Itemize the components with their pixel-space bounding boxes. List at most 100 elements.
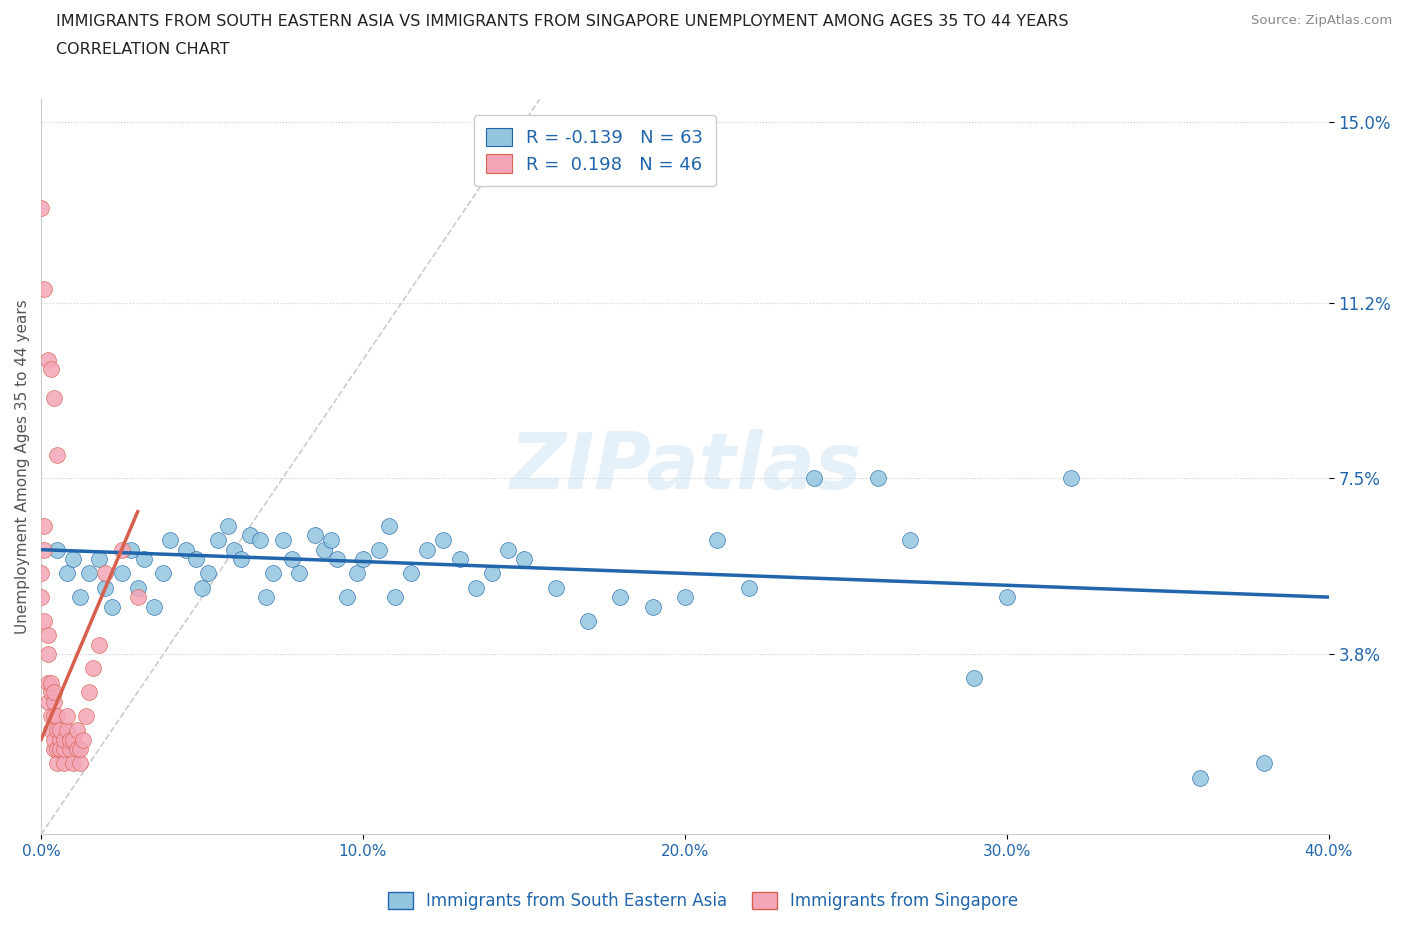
Point	[706, 533, 728, 548]
Point	[866, 471, 889, 485]
Point	[336, 590, 359, 604]
Point	[56, 723, 79, 737]
Point	[352, 551, 374, 566]
Point	[384, 590, 406, 604]
Point	[52, 756, 75, 771]
Point	[30, 201, 52, 216]
Point	[82, 661, 104, 676]
Point	[673, 590, 696, 604]
Point	[39, 709, 62, 724]
Point	[609, 590, 631, 604]
Point	[803, 471, 825, 485]
Point	[94, 566, 117, 581]
Point	[62, 732, 84, 747]
Point	[513, 551, 536, 566]
Point	[898, 533, 921, 548]
Point	[69, 756, 91, 771]
Point	[49, 741, 72, 756]
Point	[224, 542, 246, 557]
Point	[254, 590, 277, 604]
Point	[101, 599, 124, 614]
Point	[207, 533, 229, 548]
Text: Source: ZipAtlas.com: Source: ZipAtlas.com	[1251, 14, 1392, 27]
Point	[416, 542, 439, 557]
Point	[399, 566, 422, 581]
Point	[62, 551, 84, 566]
Point	[1253, 756, 1275, 771]
Point	[34, 519, 56, 534]
Point	[42, 684, 65, 699]
Point	[229, 551, 252, 566]
Point	[39, 362, 62, 377]
Point	[65, 723, 87, 737]
Point	[42, 391, 65, 405]
Point	[69, 590, 91, 604]
Point	[142, 599, 165, 614]
Point	[326, 551, 349, 566]
Text: IMMIGRANTS FROM SOUTH EASTERN ASIA VS IMMIGRANTS FROM SINGAPORE UNEMPLOYMENT AMO: IMMIGRANTS FROM SOUTH EASTERN ASIA VS IM…	[56, 14, 1069, 29]
Point	[87, 637, 110, 652]
Point	[87, 551, 110, 566]
Y-axis label: Unemployment Among Ages 35 to 44 years: Unemployment Among Ages 35 to 44 years	[15, 299, 30, 634]
Point	[46, 542, 69, 557]
Point	[72, 732, 94, 747]
Point	[191, 580, 214, 595]
Point	[52, 732, 75, 747]
Point	[42, 709, 65, 724]
Point	[127, 590, 149, 604]
Point	[37, 628, 59, 643]
Point	[46, 447, 69, 462]
Point	[197, 566, 219, 581]
Legend: Immigrants from South Eastern Asia, Immigrants from Singapore: Immigrants from South Eastern Asia, Immi…	[381, 885, 1025, 917]
Point	[110, 542, 132, 557]
Point	[368, 542, 391, 557]
Point	[132, 551, 155, 566]
Point	[464, 580, 486, 595]
Point	[963, 671, 986, 685]
Point	[65, 741, 87, 756]
Point	[79, 566, 101, 581]
Point	[56, 566, 79, 581]
Point	[249, 533, 271, 548]
Point	[304, 528, 326, 543]
Point	[1188, 770, 1211, 785]
Legend: R = -0.139   N = 63, R =  0.198   N = 46: R = -0.139 N = 63, R = 0.198 N = 46	[474, 115, 716, 186]
Point	[62, 756, 84, 771]
Point	[69, 741, 91, 756]
Point	[42, 732, 65, 747]
Point	[37, 694, 59, 709]
Point	[641, 599, 664, 614]
Point	[42, 694, 65, 709]
Point	[110, 566, 132, 581]
Point	[59, 741, 82, 756]
Text: ZIPatlas: ZIPatlas	[509, 429, 860, 505]
Point	[34, 542, 56, 557]
Point	[49, 732, 72, 747]
Point	[56, 709, 79, 724]
Point	[46, 756, 69, 771]
Point	[546, 580, 568, 595]
Point	[346, 566, 368, 581]
Point	[281, 551, 304, 566]
Point	[120, 542, 142, 557]
Point	[217, 519, 239, 534]
Point	[152, 566, 174, 581]
Point	[314, 542, 336, 557]
Point	[738, 580, 761, 595]
Point	[432, 533, 454, 548]
Point	[30, 566, 52, 581]
Point	[46, 741, 69, 756]
Point	[1060, 471, 1083, 485]
Point	[159, 533, 181, 548]
Point	[37, 352, 59, 367]
Point	[46, 723, 69, 737]
Point	[496, 542, 519, 557]
Point	[377, 519, 399, 534]
Point	[287, 566, 309, 581]
Point	[94, 580, 117, 595]
Point	[34, 614, 56, 629]
Point	[59, 732, 82, 747]
Point	[42, 741, 65, 756]
Point	[262, 566, 284, 581]
Point	[271, 533, 294, 548]
